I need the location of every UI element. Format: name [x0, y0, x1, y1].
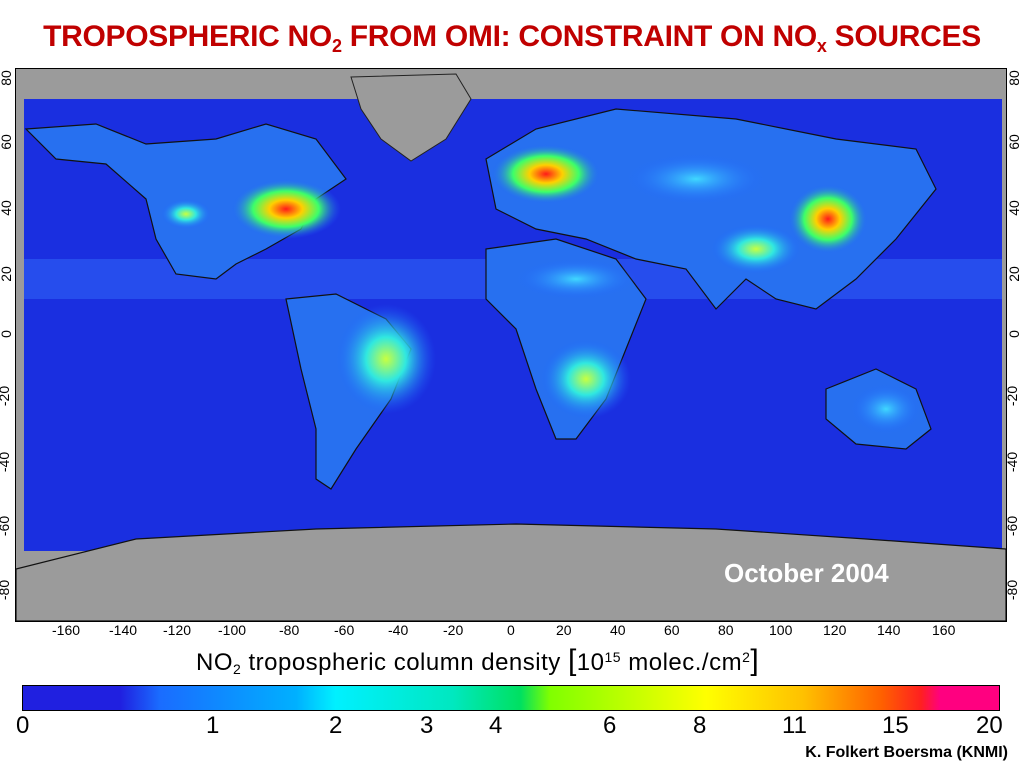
- unit-exponent: 2: [742, 649, 751, 665]
- colorbar-tick-label: 8: [693, 712, 707, 739]
- greenland-shape: [350, 73, 472, 162]
- lat-tick-label: 80: [1005, 70, 1022, 86]
- lat-tick-label: -20: [0, 385, 13, 407]
- lon-tick-label: -20: [443, 622, 464, 638]
- title-part: FROM OMI: CONSTRAINT ON NO: [341, 20, 817, 53]
- colorbar-tick-label: 11: [782, 712, 807, 739]
- colorbar-tick-label: 3: [420, 712, 434, 739]
- lat-tick-label: -20: [1004, 385, 1021, 407]
- hotspot-central-asia: [626, 154, 766, 204]
- lat-tick-label: 60: [0, 134, 14, 150]
- colorbar-tick-label: 4: [489, 712, 503, 739]
- colorbar-title-part: NO: [196, 649, 233, 676]
- colorbar-tick-label: 15: [882, 712, 909, 739]
- unit-exponent: 15: [604, 649, 622, 665]
- colorbar-title: NO2 tropospheric column density [1015 mo…: [196, 644, 759, 678]
- lon-tick-label: 0: [507, 622, 515, 638]
- hotspot-india: [711, 224, 801, 274]
- hotspot-east-china: [788, 184, 868, 254]
- lat-tick-label: 0: [1005, 330, 1022, 338]
- hotspot-eastern-us: [231, 179, 341, 239]
- lon-tick-label: -160: [52, 622, 81, 638]
- title-subscript: 2: [331, 36, 342, 56]
- author-credit: K. Folkert Boersma (KNMI): [805, 744, 1008, 761]
- lon-tick-label: 160: [932, 622, 956, 638]
- lon-tick-label: -100: [218, 622, 247, 638]
- lon-tick-label: -80: [279, 622, 300, 638]
- title-subscript: x: [816, 36, 827, 56]
- lat-tick-label: 60: [1005, 134, 1022, 150]
- colorbar-title-subscript: 2: [233, 661, 242, 677]
- unit-text: molec./cm: [621, 649, 743, 676]
- lat-tick-label: -40: [0, 451, 13, 473]
- lon-tick-label: -140: [109, 622, 138, 638]
- lon-tick-label: 40: [610, 622, 626, 638]
- colorbar-tick-label: 6: [603, 712, 617, 739]
- lon-tick-label: 140: [877, 622, 901, 638]
- lat-tick-label: 20: [1005, 266, 1022, 282]
- colorbar-tick-label: 0: [16, 712, 30, 739]
- hotspot-south-america: [336, 304, 436, 414]
- colorbar-tick-label: 1: [206, 712, 220, 739]
- antarctica-shape: [16, 523, 1006, 621]
- colorbar: [22, 685, 1000, 711]
- hotspot-sahel: [516, 259, 636, 299]
- lat-tick-label: -80: [0, 579, 13, 601]
- lon-tick-label: -60: [334, 622, 355, 638]
- eurasia-shape: [485, 108, 937, 310]
- open-bracket: [: [567, 644, 577, 677]
- title-part: SOURCES: [826, 20, 982, 53]
- lat-tick-label: -80: [1004, 579, 1021, 601]
- colorbar-tick-label: 20: [976, 712, 1003, 739]
- lon-tick-label: -40: [388, 622, 409, 638]
- date-label: October 2004: [724, 558, 889, 588]
- title-part: TROPOSPHERIC NO: [43, 20, 332, 53]
- lon-tick-label: 100: [769, 622, 793, 638]
- lat-tick-label: 20: [0, 266, 14, 282]
- lat-tick-label: 40: [0, 200, 14, 216]
- lat-tick-label: 80: [0, 70, 14, 86]
- lon-tick-label: -120: [163, 622, 192, 638]
- colorbar-title-part: tropospheric column density: [241, 649, 568, 676]
- lon-tick-label: 80: [718, 622, 734, 638]
- hotspot-western-us: [161, 199, 211, 229]
- hotspot-australia: [851, 384, 921, 434]
- unit-base: 10: [576, 649, 605, 676]
- close-bracket: ]: [750, 644, 760, 677]
- lat-tick-label: -60: [0, 515, 13, 537]
- map-svg: [16, 69, 1006, 621]
- lon-tick-label: 60: [664, 622, 680, 638]
- no2-world-map: [15, 68, 1007, 622]
- lat-tick-label: 40: [1005, 200, 1022, 216]
- hotspot-europe: [491, 144, 601, 204]
- slide-title: TROPOSPHERIC NO2 FROM OMI: CONSTRAINT ON…: [0, 20, 1024, 57]
- colorbar-tick-label: 2: [329, 712, 343, 739]
- lon-tick-label: 20: [556, 622, 572, 638]
- lat-tick-label: -60: [1004, 515, 1021, 537]
- lat-tick-label: 0: [0, 330, 14, 338]
- lat-tick-label: -40: [1004, 451, 1021, 473]
- hotspot-southern-africa: [541, 339, 631, 419]
- lon-tick-label: 120: [823, 622, 847, 638]
